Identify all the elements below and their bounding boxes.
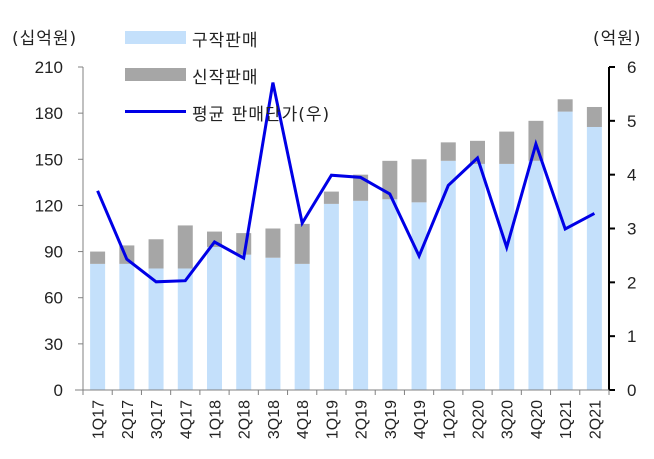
x-axis-category-label: 2Q17 [120,400,137,439]
x-axis-category-label: 1Q17 [91,400,108,439]
x-axis-category-label: 3Q18 [266,400,283,439]
bar-old-sales [440,160,456,390]
bar-old-sales [382,199,398,390]
legend-label-new-sales: 신작판매 [192,68,259,88]
x-axis-category-label: 3Q20 [500,400,517,439]
bar-old-sales [148,268,164,390]
left-axis-tick-label: 210 [35,58,63,77]
bar-old-sales [353,200,369,390]
x-axis-category-label: 3Q19 [383,400,400,439]
x-axis-category-label: 4Q20 [529,400,546,439]
right-axis-tick-label: 2 [627,273,636,292]
right-axis-tick-label: 5 [627,112,636,131]
bar-new-sales [148,239,164,269]
bar-new-sales [586,106,602,127]
bar-old-sales [586,126,602,390]
bar-old-sales [411,202,427,390]
left-axis-tick-label: 0 [54,381,63,400]
x-axis-category-label: 4Q19 [412,400,429,439]
bar-new-sales [382,160,398,200]
bar-new-sales [177,225,193,269]
bar-old-sales [236,254,252,390]
legend-swatch-avg-price [125,110,186,113]
bar-old-sales [528,160,544,390]
x-axis-category-label: 4Q17 [178,400,195,439]
left-axis-tick-label: 30 [44,335,63,354]
left-axis-unit: (십억원) [12,29,78,49]
legend-swatch-old-sales [125,31,186,44]
bar-old-sales [499,163,515,390]
left-axis-tick-label: 120 [35,196,63,215]
axes: 0 30 60 90 120 150 180 210 0 1 2 3 4 5 6 1Q17 2Q17 3Q17 4Q… [35,58,637,439]
bar-old-sales [294,263,310,390]
bar-new-sales [265,228,281,258]
right-axis-tick-label: 3 [627,220,636,239]
bar-series [90,99,602,390]
left-axis-tick-label: 150 [35,150,63,169]
bar-old-sales [177,268,193,390]
bar-old-sales [207,246,222,390]
bar-new-sales [323,191,339,204]
left-axis-tick-label: 60 [44,289,63,308]
bar-new-sales [470,140,485,164]
x-axis-category-label: 3Q17 [149,400,166,439]
legend-swatch-new-sales [125,68,186,81]
left-axis-tick-label: 180 [35,104,63,123]
bar-new-sales [499,131,515,164]
x-axis-category-label: 2Q21 [587,400,604,439]
x-axis-category-label: 2Q18 [237,400,254,439]
right-axis-tick-label: 6 [627,58,636,77]
bar-old-sales [470,163,485,390]
bar-old-sales [90,263,106,390]
right-axis-tick-label: 0 [627,381,636,400]
left-axis-tick-label: 90 [44,243,63,262]
bar-old-sales [557,111,573,390]
x-axis-category-label: 2Q20 [471,400,488,439]
right-axis-unit: (억원) [593,29,642,49]
x-axis-category-label: 1Q21 [558,400,575,439]
legend-label-avg-price: 평균 판매단가(우) [192,105,331,125]
right-axis-tick-label: 1 [627,327,636,346]
x-axis-category-label: 1Q20 [441,400,458,439]
line-avg-price [96,82,596,284]
x-axis-category-label: 2Q19 [354,400,371,439]
line-series [96,82,596,284]
bar-new-sales [294,223,310,264]
bar-new-sales [90,251,106,264]
bar-old-sales [323,203,339,390]
x-axis-category-label: 1Q19 [324,400,341,439]
x-axis-category-label: 1Q18 [208,400,225,439]
right-axis-tick-label: 4 [627,166,636,185]
x-axis-category-label: 4Q18 [295,400,312,439]
bar-old-sales [119,263,135,390]
bar-new-sales [411,159,427,203]
bar-new-sales [440,142,456,161]
bar-new-sales [557,99,573,112]
legend-label-old-sales: 구작판매 [192,31,259,51]
bar-old-sales [265,257,281,390]
